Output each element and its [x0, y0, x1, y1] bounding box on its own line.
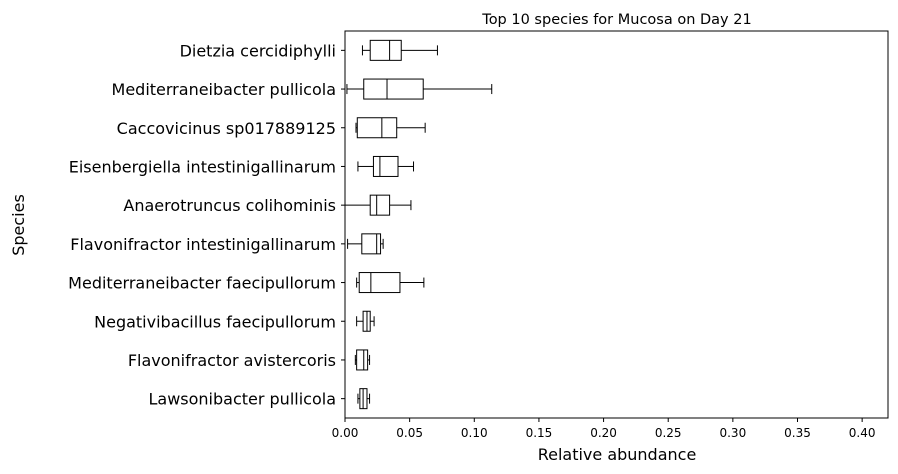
y-tick-label: Mediterraneibacter pullicola — [112, 80, 336, 99]
y-tick-label: Negativibacillus faecipullorum — [94, 312, 336, 331]
y-tick-label: Mediterraneibacter faecipullorum — [68, 274, 336, 293]
box-iqr — [361, 233, 382, 255]
chart-title: Top 10 species for Mucosa on Day 21 — [481, 12, 751, 28]
y-tick-label: Eisenbergiella intestinigallinarum — [69, 157, 336, 176]
y-axis-label: Species — [9, 194, 28, 256]
x-tick-label: 0.10 — [461, 426, 488, 440]
plot-frame — [344, 30, 889, 419]
box-iqr — [358, 272, 401, 294]
y-tick-label: Anaerotruncus colihominis — [123, 196, 336, 215]
y-tick-label: Flavonifractor intestinigallinarum — [70, 235, 336, 254]
x-axis-label: Relative abundance — [538, 445, 697, 464]
x-tick-label: 0.35 — [784, 426, 811, 440]
y-tick-label: Caccovicinus sp017889125 — [117, 119, 336, 138]
x-tick-label: 0.00 — [332, 426, 359, 440]
box-iqr — [356, 117, 398, 139]
y-tick-label: Flavonifractor avistercoris — [128, 351, 336, 370]
x-tick-label: 0.40 — [849, 426, 876, 440]
box-iqr — [369, 194, 391, 216]
y-tick-label: Dietzia cercidiphylli — [180, 41, 336, 60]
x-tick-label: 0.15 — [526, 426, 553, 440]
x-tick-label: 0.30 — [719, 426, 746, 440]
y-tick-label: Lawsonibacter pullicola — [148, 390, 336, 409]
x-tick-label: 0.05 — [396, 426, 423, 440]
box-iqr — [356, 349, 369, 371]
box-iqr — [363, 78, 424, 100]
x-tick-label: 0.20 — [590, 426, 617, 440]
box-iqr — [372, 155, 399, 177]
box-iqr — [369, 39, 402, 61]
x-tick-label: 0.25 — [655, 426, 682, 440]
